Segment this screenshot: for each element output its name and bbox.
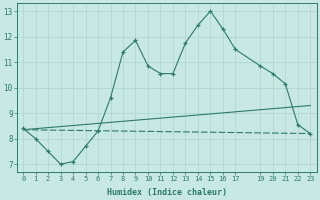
X-axis label: Humidex (Indice chaleur): Humidex (Indice chaleur) bbox=[107, 188, 227, 197]
